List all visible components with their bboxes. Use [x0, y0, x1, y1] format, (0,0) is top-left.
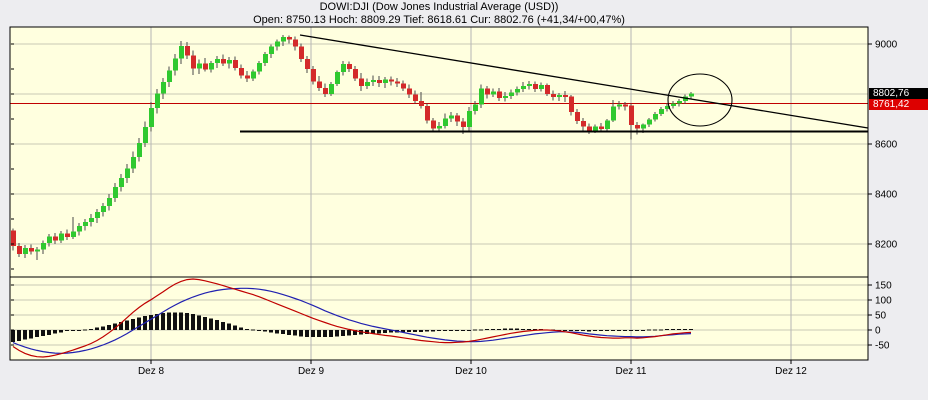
candlestick-series [11, 35, 694, 260]
svg-text:0: 0 [875, 326, 881, 337]
svg-text:-50: -50 [875, 341, 890, 352]
day-gridlines [150, 27, 792, 360]
svg-text:150: 150 [875, 281, 892, 292]
price-y-axis: 9000 8600 8400 8200 [11, 40, 898, 270]
signal-line [12, 287, 692, 355]
price-gridlines [10, 43, 868, 245]
last-price-tag: 8802,76 [869, 88, 928, 99]
svg-text:Dez 9: Dez 9 [298, 366, 325, 377]
svg-text:8600: 8600 [875, 140, 898, 151]
svg-text:Dez 10: Dez 10 [455, 366, 487, 377]
chart-ohlc-stats: Open: 8750.13 Hoch: 8809.29 Tief: 8618.6… [253, 14, 625, 26]
svg-text:8400: 8400 [875, 190, 898, 201]
reference-price-tag: 8761,42 [869, 99, 928, 110]
svg-text:Dez 12: Dez 12 [775, 366, 807, 377]
svg-text:50: 50 [875, 311, 887, 322]
svg-text:Dez 8: Dez 8 [138, 366, 165, 377]
x-axis: Dez 8 Dez 9 Dez 10 Dez 11 Dez 12 [138, 360, 807, 377]
svg-text:Dez 11: Dez 11 [616, 366, 647, 377]
trendline-annotation [299, 34, 869, 129]
macd-histogram [11, 312, 693, 342]
chart-title: DOWI:DJI (Dow Jones Industrial Average (… [319, 1, 559, 13]
macd-panel-frame [9, 276, 869, 361]
macd-y-axis: 150 100 50 0 -50 [11, 281, 892, 352]
macd-line [12, 278, 692, 358]
svg-text:8200: 8200 [875, 240, 898, 251]
breakout-circle-annotation [667, 73, 733, 127]
svg-text:100: 100 [875, 296, 892, 307]
svg-text:9000: 9000 [875, 40, 898, 51]
